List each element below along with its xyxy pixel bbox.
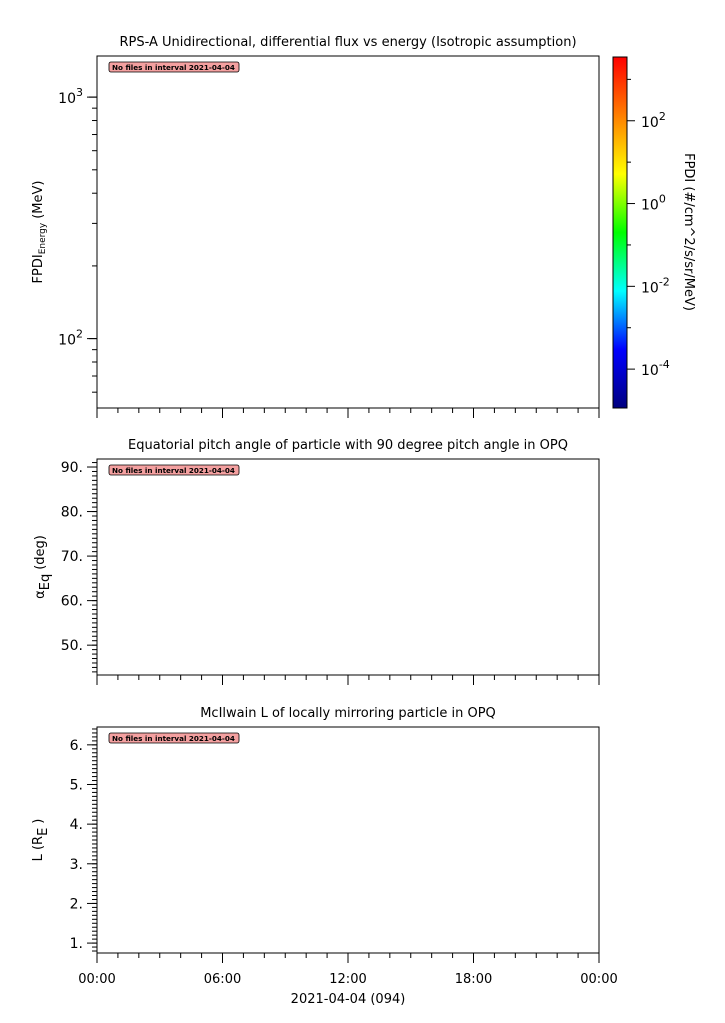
annotation-box — [108, 732, 240, 744]
y-axis-label: FPDIEnergy (MeV) — [31, 181, 48, 284]
y-tick-label: 90. — [61, 460, 83, 476]
colorbar-bar — [612, 56, 628, 409]
x-tick-label: 06:00 — [204, 972, 241, 987]
colorbar-tick-label: 10-4 — [641, 358, 670, 379]
y-label-sub: Eq — [38, 574, 53, 590]
cb-tick-base: 10 — [641, 115, 659, 131]
no-files-annotation: No files in interval 2021-04-04 — [108, 732, 240, 744]
y-tick-exp: 3 — [76, 86, 83, 99]
y-label-sub: E — [36, 828, 51, 836]
y-tick-label: 3. — [70, 857, 83, 873]
colorbar-tick-label: 100 — [641, 193, 666, 214]
x-tick-label: 00:00 — [580, 972, 617, 987]
panel-title: RPS-A Unidirectional, differential flux … — [119, 35, 576, 50]
y-label-unit: ) — [31, 819, 46, 824]
y-label-sub: Energy — [38, 222, 48, 254]
y-tick-label: 6. — [70, 738, 83, 754]
x-axis-label: 2021-04-04 (094) — [291, 992, 406, 1007]
y-tick-label: 1. — [70, 936, 83, 952]
y-tick-label: 70. — [61, 549, 83, 565]
y-label-main: α — [33, 590, 48, 599]
panel-3: McIlwain L of locally mirroring particle… — [31, 706, 600, 963]
annotation-box — [108, 464, 240, 476]
y-tick-label: 80. — [61, 505, 83, 521]
annotation-text: No files in interval 2021-04-04 — [112, 466, 235, 475]
panel-title: Equatorial pitch angle of particle with … — [128, 438, 568, 453]
y-tick-base: 10 — [58, 91, 76, 107]
annotation-box — [108, 61, 240, 73]
x-tick-label: 18:00 — [455, 972, 492, 987]
y-tick-exp: 2 — [76, 328, 83, 341]
cb-tick-base: 10 — [641, 280, 659, 296]
y-axis-label: L (RE) — [31, 819, 51, 862]
cb-tick-exp: 2 — [659, 110, 666, 123]
plot-area — [96, 55, 600, 409]
panel-title: McIlwain L of locally mirroring particle… — [200, 706, 496, 721]
no-files-annotation: No files in interval 2021-04-04 — [108, 464, 240, 476]
panel-2: Equatorial pitch angle of particle with … — [33, 438, 600, 685]
colorbar-tick-label: 10-2 — [641, 275, 670, 296]
cb-tick-base: 10 — [641, 198, 659, 214]
y-tick-label: 103 — [58, 86, 83, 107]
y-label-unit: (deg) — [33, 535, 48, 570]
y-tick-label: 50. — [61, 638, 83, 654]
y-tick-label: 102 — [58, 328, 83, 349]
y-label-main: FPDI — [31, 254, 46, 283]
no-files-annotation: No files in interval 2021-04-04 — [108, 61, 240, 73]
y-tick-label: 5. — [70, 777, 83, 793]
annotation-text: No files in interval 2021-04-04 — [112, 63, 235, 72]
y-label-unit: (MeV) — [31, 181, 46, 219]
y-tick-label: 2. — [70, 896, 83, 912]
cb-tick-exp: -4 — [659, 358, 670, 371]
y-tick-label: 4. — [70, 817, 83, 833]
colorbar-tick-label: 102 — [641, 110, 666, 131]
y-label-main: L (R — [31, 836, 46, 861]
y-axis-label: αEq (deg) — [33, 535, 53, 599]
plot-area — [96, 726, 600, 954]
cb-tick-base: 10 — [641, 363, 659, 379]
x-tick-label: 12:00 — [329, 972, 366, 987]
y-tick-label: 60. — [61, 594, 83, 610]
plot-area — [96, 458, 600, 676]
cb-tick-exp: 0 — [659, 193, 666, 206]
annotation-text: No files in interval 2021-04-04 — [112, 734, 235, 743]
panel-1: RPS-A Unidirectional, differential flux … — [31, 35, 600, 418]
x-tick-label: 00:00 — [78, 972, 115, 987]
cb-tick-exp: -2 — [659, 275, 670, 288]
y-tick-base: 10 — [58, 333, 76, 349]
colorbar-label: FPDI (#/cm^2/s/sr/MeV) — [681, 153, 696, 311]
